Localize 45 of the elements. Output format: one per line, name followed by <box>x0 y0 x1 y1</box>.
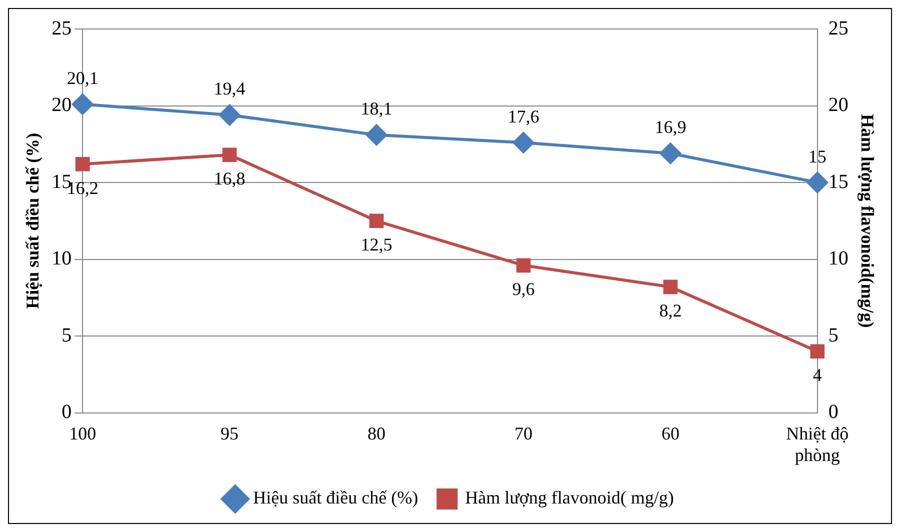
point <box>663 280 678 294</box>
data-label: 4 <box>812 365 822 386</box>
x-tick-label: 70 <box>514 423 532 444</box>
point <box>660 142 681 164</box>
data-label: 9,6 <box>512 279 535 300</box>
data-label: 17,6 <box>508 106 540 126</box>
point <box>72 94 94 115</box>
y-tick-label: 20 <box>52 94 72 116</box>
x-tick-label: 80 <box>368 423 386 444</box>
point <box>512 132 534 154</box>
point <box>219 104 240 126</box>
x-tick-label: 95 <box>220 423 239 444</box>
y2-tick-label: 5 <box>828 324 838 346</box>
point <box>222 148 237 162</box>
y-tick-label: 0 <box>62 401 72 424</box>
legend-label: Hàm lượng flavonoid( mg/g) <box>465 488 674 508</box>
point <box>366 124 388 146</box>
point <box>810 344 825 359</box>
y-tick-label: 15 <box>52 170 72 193</box>
point <box>369 214 384 228</box>
y-axis-title: Hiệu suất điều chế (%) <box>22 132 42 309</box>
y-tick-label: 25 <box>52 17 72 40</box>
data-label: 19,4 <box>214 78 246 99</box>
y2-tick-label: 25 <box>828 17 848 40</box>
data-label: 12,5 <box>360 234 392 255</box>
y2-tick-label: 15 <box>828 170 848 193</box>
legend-label: Hiệu suất điều chế (%) <box>253 488 418 508</box>
point <box>516 258 531 273</box>
x-tick-label: 60 <box>661 423 680 444</box>
x-tick-label: Nhiệt độ phòng <box>786 423 849 465</box>
point <box>806 172 828 194</box>
data-label: 20,1 <box>66 68 98 88</box>
y-tick-label: 10 <box>52 248 72 270</box>
data-label: 8,2 <box>659 300 682 321</box>
data-label: 18,1 <box>360 98 392 119</box>
y-tick-label: 5 <box>62 324 72 346</box>
y2-tick-label: 20 <box>828 94 848 116</box>
data-label: 16,8 <box>214 168 246 189</box>
data-label: 15 <box>808 146 826 166</box>
x-tick-label: 100 <box>69 423 96 444</box>
point <box>75 156 90 172</box>
y2-tick-label: 0 <box>828 401 838 424</box>
y2-tick-label: 10 <box>828 248 848 270</box>
data-label: 16,9 <box>654 117 686 138</box>
y2-axis-title: Hàm lượng flavonoid(mg/g) <box>858 114 878 328</box>
